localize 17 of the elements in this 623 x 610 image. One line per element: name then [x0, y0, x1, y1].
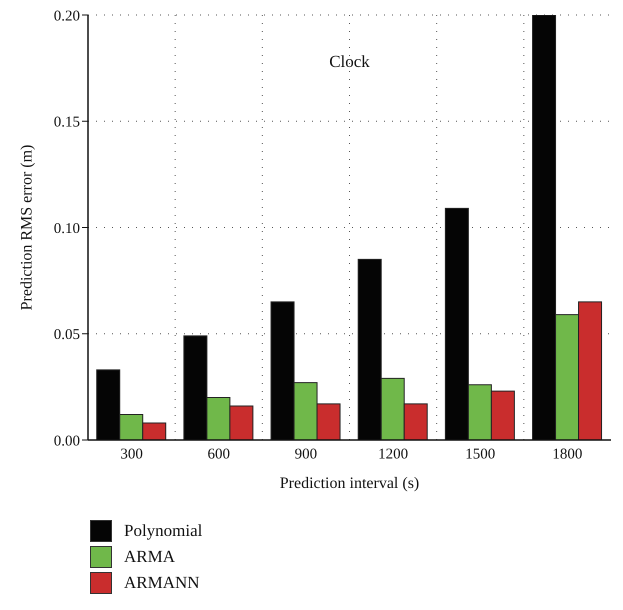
- x-tick-label: 1500: [465, 446, 496, 463]
- x-tick-label: 900: [294, 446, 318, 463]
- x-tick-label: 300: [120, 446, 143, 463]
- y-tick-label: 0.20: [54, 8, 80, 24]
- annotation: Clock: [328, 52, 371, 72]
- x-tick-label: 600: [208, 446, 230, 463]
- y-axis-title: Prediction RMS error (m): [18, 144, 36, 310]
- y-tick-label: 0.05: [54, 327, 80, 344]
- y-tick-label: 0.00: [54, 433, 80, 450]
- legend-label: Polynomial: [124, 521, 202, 541]
- x-tick-label: 1200: [378, 446, 408, 463]
- legend-label: ARMA: [124, 547, 176, 567]
- x-axis-title: Prediction interval (s): [280, 475, 420, 492]
- y-tick-label: 0.15: [54, 114, 80, 131]
- y-tick-label: 0.10: [54, 220, 80, 237]
- legend-label: ARMANN: [124, 573, 200, 593]
- x-tick-label: 1800: [552, 446, 582, 463]
